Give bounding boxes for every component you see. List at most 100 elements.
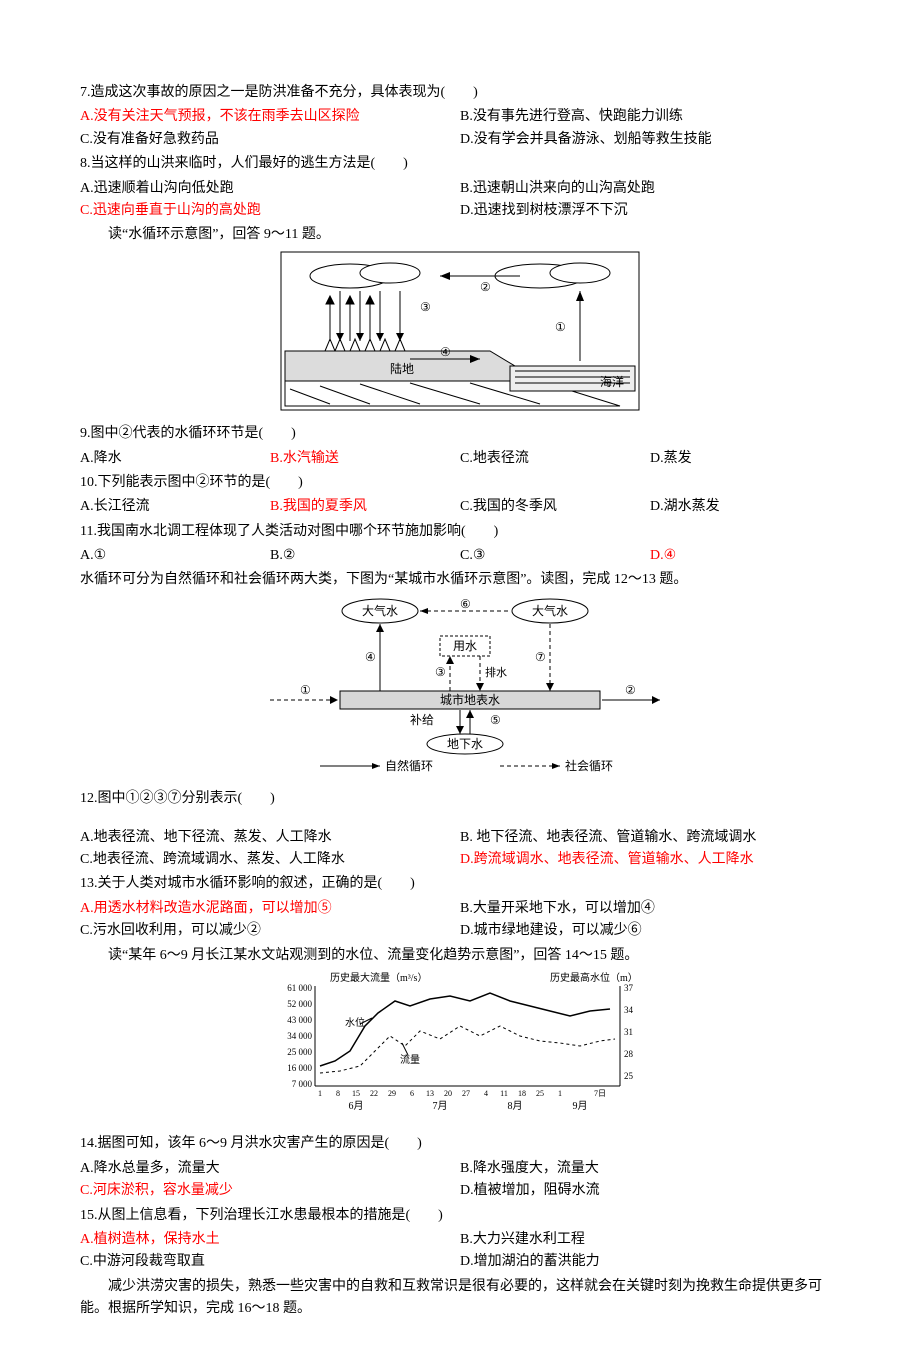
fig3-series-flow: 流量 — [400, 1053, 420, 1066]
intro-16-18: 减少洪涝灾害的损失，熟悉一些灾害中的自救和互救常识是很有必要的，这样就会在关键时… — [80, 1276, 840, 1321]
q15-opt-c: C.中游河段裁弯取直 — [80, 1251, 460, 1273]
figure-city-cycle: 大气水 大气水 ⑥ 用水 排水 ④ ⑦ ③ 城市地表水 ① ② 补给 ⑤ 地下水… — [80, 596, 840, 784]
q8-opt-a: A.迅速顺着山沟向低处跑 — [80, 178, 460, 200]
svg-text:18: 18 — [518, 1089, 526, 1098]
fig1-label-2: ② — [480, 280, 491, 294]
q8-stem: 8.当这样的山洪来临时，人们最好的逃生方法是( ) — [80, 153, 840, 175]
svg-text:27: 27 — [462, 1089, 470, 1098]
q7-opt-c: C.没有准备好急救药品 — [80, 129, 460, 151]
fig2-label-3: ③ — [435, 665, 446, 679]
intro-9-11: 读“水循环示意图”，回答 9～11 题。 — [80, 224, 840, 246]
q10-options: A.长江径流 B.我国的夏季风 C.我国的冬季风 D.湖水蒸发 — [80, 496, 840, 518]
q10-opt-a: A.长江径流 — [80, 496, 270, 518]
fig2-label-4: ④ — [365, 650, 376, 664]
fig2-legend-nat: 自然循环 — [385, 758, 433, 773]
q12-opt-b: B. 地下径流、地表径流、管道输水、跨流域调水 — [460, 827, 840, 849]
fig2-supply: 补给 — [410, 713, 434, 727]
q15-opt-b: B.大力兴建水利工程 — [460, 1229, 840, 1251]
svg-text:1: 1 — [558, 1089, 562, 1098]
q12-options: A.地表径流、地下径流、蒸发、人工降水 B. 地下径流、地表径流、管道输水、跨流… — [80, 827, 840, 872]
q11-opt-b: B.② — [270, 545, 460, 567]
q15-opt-d: D.增加湖泊的蓄洪能力 — [460, 1251, 840, 1273]
q13-opt-c: C.污水回收利用，可以减少② — [80, 920, 460, 942]
svg-text:6: 6 — [410, 1089, 414, 1098]
q14-opt-d: D.植被增加，阻碍水流 — [460, 1180, 840, 1202]
q12-opt-c: C.地表径流、跨流域调水、蒸发、人工降水 — [80, 849, 460, 871]
fig2-atm1: 大气水 — [362, 603, 398, 618]
q7-options: A.没有关注天气预报，不该在雨季去山区探险 B.没有事先进行登高、快跑能力训练 … — [80, 106, 840, 151]
q8-opt-c: C.迅速向垂直于山沟的高处跑 — [80, 200, 460, 222]
q15-stem: 15.从图上信息看，下列治理长江水患最根本的措施是( ) — [80, 1205, 840, 1227]
fig3-yl-6: 7 000 — [292, 1079, 313, 1089]
q14-stem: 14.据图可知，该年 6～9 月洪水灾害产生的原因是( ) — [80, 1133, 840, 1155]
fig3-yl-0: 61 000 — [287, 983, 312, 993]
fig1-label-4: ④ — [440, 345, 451, 359]
fig3-yl-1: 52 000 — [287, 999, 312, 1009]
q13-stem: 13.关于人类对城市水循环影响的叙述，正确的是( ) — [80, 873, 840, 895]
q7-stem: 7.造成这次事故的原因之一是防洪准备不充分，具体表现为( ) — [80, 82, 840, 104]
q7-opt-b: B.没有事先进行登高、快跑能力训练 — [460, 106, 840, 128]
q7-opt-d: D.没有学会并具备游泳、划船等救生技能 — [460, 129, 840, 151]
q8-options: A.迅速顺着山沟向低处跑 B.迅速朝山洪来向的山沟高处跑 C.迅速向垂直于山沟的… — [80, 178, 840, 223]
q11-stem: 11.我国南水北调工程体现了人类活动对图中哪个环节施加影响( ) — [80, 521, 840, 543]
q12-stem: 12.图中①②③⑦分别表示( ) — [80, 788, 840, 810]
figure-water-cycle: ② ① ③ ④ 陆地 海洋 — [80, 251, 840, 419]
q10-stem: 10.下列能表示图中②环节的是( ) — [80, 472, 840, 494]
fig2-legend-soc: 社会循环 — [565, 758, 613, 773]
fig2-surface: 城市地表水 — [440, 692, 500, 707]
q11-opt-a: A.① — [80, 545, 270, 567]
fig3-yl-5: 16 000 — [287, 1063, 312, 1073]
q11-opt-c: C.③ — [460, 545, 650, 567]
fig2-use: 用水 — [453, 639, 477, 653]
q15-opt-a: A.植树造林，保持水土 — [80, 1229, 460, 1251]
fig3-yr-2: 31 — [624, 1027, 633, 1037]
q9-options: A.降水 B.水汽输送 C.地表径流 D.蒸发 — [80, 448, 840, 470]
figure-hydrograph: 历史最大流量（m³/s） 历史最高水位（m） 61 000 52 000 43 … — [80, 971, 840, 1129]
q9-opt-a: A.降水 — [80, 448, 270, 470]
fig3-xb-2: 8月 — [508, 1100, 523, 1112]
intro-12-13: 水循环可分为自然循环和社会循环两大类，下图为“某城市水循环示意图”。读图，完成 … — [80, 569, 840, 591]
q9-stem: 9.图中②代表的水循环环节是( ) — [80, 423, 840, 445]
q9-opt-d: D.蒸发 — [650, 448, 840, 470]
q7-opt-a: A.没有关注天气预报，不该在雨季去山区探险 — [80, 106, 460, 128]
q14-opt-c: C.河床淤积，容水量减少 — [80, 1180, 460, 1202]
fig2-label-7: ⑦ — [535, 650, 546, 664]
q10-opt-b: B.我国的夏季风 — [270, 496, 460, 518]
fig1-ocean-label: 海洋 — [600, 374, 624, 389]
q13-opt-b: B.大量开采地下水，可以增加④ — [460, 898, 840, 920]
svg-text:8: 8 — [336, 1089, 340, 1098]
q8-opt-d: D.迅速找到树枝漂浮不下沉 — [460, 200, 840, 222]
svg-text:1: 1 — [318, 1089, 322, 1098]
svg-text:29: 29 — [388, 1089, 396, 1098]
q9-opt-b: B.水汽输送 — [270, 448, 460, 470]
svg-text:13: 13 — [426, 1089, 434, 1098]
svg-text:25: 25 — [536, 1089, 544, 1098]
svg-text:20: 20 — [444, 1089, 452, 1098]
q14-opt-b: B.降水强度大，流量大 — [460, 1158, 840, 1180]
fig2-label-1: ① — [300, 683, 311, 697]
svg-text:22: 22 — [370, 1089, 378, 1098]
fig3-yl-2: 43 000 — [287, 1015, 312, 1025]
q9-opt-c: C.地表径流 — [460, 448, 650, 470]
fig3-yr-0: 37 — [624, 983, 634, 993]
fig1-label-3: ③ — [420, 300, 431, 314]
fig3-xb-0: 6月 — [349, 1100, 364, 1112]
q15-options: A.植树造林，保持水土 B.大力兴建水利工程 C.中游河段裁弯取直 D.增加湖泊… — [80, 1229, 840, 1274]
intro-14-15: 读“某年 6～9 月长江某水文站观测到的水位、流量变化趋势示意图”，回答 14～… — [80, 945, 840, 967]
q12-opt-d: D.跨流域调水、地表径流、管道输水、人工降水 — [460, 849, 840, 871]
q14-opt-a: A.降水总量多，流量大 — [80, 1158, 460, 1180]
fig3-xb-1: 7月 — [433, 1100, 448, 1112]
fig3-yl-3: 34 000 — [287, 1031, 312, 1041]
svg-text:15: 15 — [352, 1089, 360, 1098]
q13-options: A.用透水材料改造水泥路面，可以增加⑤ B.大量开采地下水，可以增加④ C.污水… — [80, 898, 840, 943]
fig2-drain: 排水 — [485, 665, 507, 679]
fig3-yl-4: 25 000 — [287, 1047, 312, 1057]
fig3-yr-3: 28 — [624, 1049, 634, 1059]
q14-options: A.降水总量多，流量大 B.降水强度大，流量大 C.河床淤积，容水量减少 D.植… — [80, 1158, 840, 1203]
fig1-label-1: ① — [555, 320, 566, 334]
fig3-yr-1: 34 — [624, 1005, 634, 1015]
svg-text:11: 11 — [500, 1089, 508, 1098]
fig3-xb-3: 9月 — [573, 1100, 588, 1112]
svg-text:4: 4 — [484, 1089, 488, 1098]
fig2-atm2: 大气水 — [532, 603, 568, 618]
